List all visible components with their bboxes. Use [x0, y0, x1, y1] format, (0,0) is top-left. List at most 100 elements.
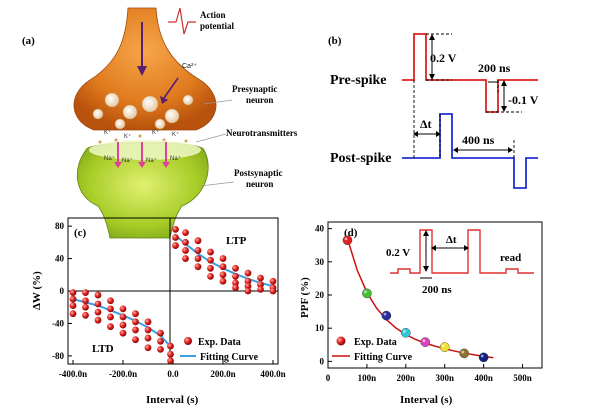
- voltage-arrowhead-up: [429, 34, 435, 40]
- neurotransmitter-dots: [98, 134, 188, 144]
- delta-t-label: Δt: [420, 117, 432, 131]
- na-ions: Na⁺ Na⁺ Na⁺ Na⁺: [104, 155, 181, 164]
- panel-d-xlabel: Interval (s): [400, 394, 453, 406]
- panel-c-xtick-label: 400.0n: [260, 369, 285, 379]
- inset-width-label: 200 ns: [422, 284, 452, 296]
- panel-c-data-point: [157, 337, 164, 345]
- panel-c-data-point: [82, 289, 89, 297]
- panel-c-data-point: [69, 302, 77, 309]
- panel-c-legend-points: Exp. Data: [198, 337, 241, 348]
- panel-a-label: (a): [22, 35, 35, 47]
- panel-c-data-point: [269, 277, 277, 285]
- panel-c-ytick-label: -40: [52, 318, 64, 328]
- panel-c-ylabel: ΔW (%): [31, 271, 43, 310]
- guide-lines: [413, 33, 522, 158]
- post-spike-label: Post-spike: [330, 151, 391, 166]
- vesicle: [154, 118, 166, 130]
- panel-c-data-point: [182, 238, 189, 246]
- inset-delta-t-label: Δt: [446, 234, 457, 246]
- ltd-label: LTD: [92, 343, 114, 355]
- panel-c-data-point: [107, 297, 114, 305]
- panel-c-data-point: [232, 279, 239, 287]
- panel-d-data-point: [420, 337, 431, 347]
- panel-d-data-point: [401, 328, 411, 338]
- panel-c-data-point: [107, 313, 114, 321]
- panel-d-data-point: [362, 288, 372, 299]
- panel-c-data-point: [219, 277, 227, 285]
- panel-c-data-point: [182, 229, 189, 237]
- k-ion: K⁺: [172, 131, 179, 138]
- panel-d-legend-marker: [336, 336, 346, 346]
- panel-c-xtick-label: 200.0n: [210, 369, 235, 379]
- panel-c-data-point: [244, 269, 252, 277]
- k-ion: K⁺: [104, 129, 111, 136]
- ion-channel-arrowhead: [162, 162, 170, 168]
- panel-c-xtick-label: -400.0n: [59, 369, 87, 379]
- panel-c-data-point: [167, 342, 174, 350]
- panel-c-data-point: [232, 284, 239, 292]
- neurotransmitters-label: Neurotransmitters: [226, 128, 298, 138]
- transmitter-dot: [184, 139, 188, 143]
- vesicle: [104, 92, 120, 108]
- k-ion: K⁺: [124, 133, 131, 140]
- panel-c-data-point: [244, 287, 252, 295]
- panel-c-data-point: [194, 237, 202, 245]
- panel-c-data-point: [132, 336, 139, 344]
- pre-width-label: 200 ns: [478, 61, 511, 75]
- panel-d-fitting-curve: [346, 238, 494, 359]
- panel-c-data-point: [94, 300, 102, 308]
- panel-c-data-point: [172, 234, 179, 241]
- panel-b: (b) Pre-spike Post-spike 0.2 V 200 ns -0…: [328, 33, 539, 189]
- ion-channel-arrowhead: [138, 162, 146, 168]
- panel-c-data-point: [132, 318, 139, 326]
- vesicle: [164, 108, 180, 124]
- panel-c-data-point: [82, 297, 89, 305]
- panel-c-data-point: [194, 263, 202, 271]
- panel-c-data-point: [157, 329, 164, 337]
- panel-a: (a) Ca²⁺ Action potential Presynaptic ne…: [22, 7, 298, 239]
- postsynaptic-label-2: neuron: [246, 179, 273, 189]
- vesicle: [182, 94, 194, 106]
- panel-c-legend-curve: Fitting Curve: [200, 352, 259, 363]
- panel-c-data-point: [232, 273, 239, 280]
- presynaptic-label-1: Presynaptic: [232, 84, 277, 94]
- action-potential-label-2: potential: [200, 21, 235, 31]
- calcium-ion-label: Ca²⁺: [182, 63, 197, 70]
- panel-b-label: (b): [328, 35, 342, 47]
- action-potential-waveform-icon: [168, 7, 196, 35]
- panel-c-data-point: [244, 282, 252, 290]
- panel-c-label: (c): [74, 227, 87, 239]
- panel-c-data-point: [94, 291, 102, 299]
- panel-c-data-point: [119, 305, 127, 313]
- panel-c-data-point: [182, 247, 189, 254]
- k-ion: K⁺: [152, 129, 159, 136]
- transmitter-dot: [138, 134, 142, 138]
- panel-d-point-highlight: [364, 290, 367, 294]
- panel-c-data-point: [207, 273, 214, 280]
- panel-d-ytick-label: 10: [315, 323, 325, 333]
- panel-d-ytick-label: 30: [315, 257, 325, 267]
- calcium-arrowhead: [160, 96, 168, 104]
- delta-t-arrowhead-right: [436, 131, 441, 137]
- panel-d-xtick-label: 100n: [358, 373, 377, 383]
- panel-c-data-point: [144, 318, 152, 326]
- panel-c-data-point: [82, 311, 89, 319]
- vesicle: [114, 118, 126, 130]
- panel-c-data-point: [119, 321, 127, 329]
- na-ion: Na⁺: [170, 155, 181, 162]
- neg-voltage-label: -0.1 V: [508, 93, 539, 107]
- panel-c-data-point: [244, 277, 252, 285]
- panel-c-data-point: [132, 310, 139, 318]
- neurotransmitters-leader-line: [195, 133, 227, 143]
- panel-d-data-point: [342, 235, 353, 246]
- panel-c-data-point: [194, 255, 202, 262]
- transmitter-dot: [114, 138, 118, 142]
- panel-d-ytick-label: 20: [315, 290, 325, 300]
- inset-voltage-arrowhead-up: [423, 230, 429, 236]
- panel-c-data-point: [172, 225, 179, 233]
- panel-c-ytick-label: 80: [55, 221, 65, 231]
- neg-voltage-arrowhead-up: [501, 80, 507, 86]
- panel-d-xtick-label: 400n: [474, 373, 493, 383]
- panel-c-data-point: [132, 326, 139, 334]
